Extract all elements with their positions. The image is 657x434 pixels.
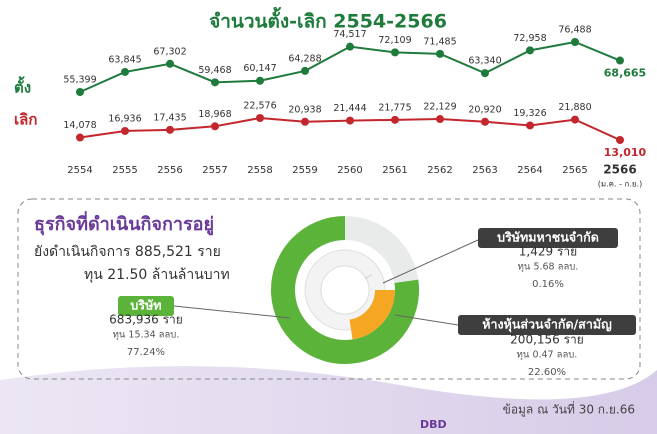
pie-title: ธุรกิจที่ดำเนินกิจการอยู่ xyxy=(34,211,214,236)
category-label: ห้างหุ้นส่วนจำกัด/สามัญ xyxy=(482,317,612,333)
point xyxy=(616,136,624,144)
x-tick-label: 2566 xyxy=(603,163,636,177)
point xyxy=(481,69,489,78)
value-label: 63,845 xyxy=(108,54,141,65)
connector xyxy=(394,314,459,326)
point xyxy=(166,59,174,68)
point xyxy=(301,66,309,75)
value-label: 19,326 xyxy=(513,108,546,119)
value-label: 21,775 xyxy=(378,102,411,113)
x-tick-label: 2554 xyxy=(67,165,92,176)
value-label: 74,517 xyxy=(333,29,366,40)
value-label: 60,147 xyxy=(243,63,276,74)
point xyxy=(436,49,444,58)
value-label: 76,488 xyxy=(558,25,591,36)
value-label: 0.16% xyxy=(532,279,564,290)
capital-label: ทุน 5.68 ลลบ. xyxy=(518,262,579,273)
value-label: 21,444 xyxy=(333,103,366,114)
x-tick-label: 2555 xyxy=(112,165,137,176)
value-label: 55,399 xyxy=(63,75,96,86)
point xyxy=(121,67,129,76)
value-label: 63,340 xyxy=(468,56,501,67)
count-label: 683,936 ราย xyxy=(109,313,183,327)
point xyxy=(211,122,219,131)
value-label: 68,665 xyxy=(604,67,646,80)
x-tick-label: 2565 xyxy=(562,165,587,176)
point xyxy=(616,56,624,65)
x-tick-label: 2562 xyxy=(427,165,452,176)
x-tick-label: 2558 xyxy=(247,165,272,176)
value-label: 67,302 xyxy=(153,46,186,57)
value-label: 17,435 xyxy=(153,112,186,123)
x-tick-label: 2559 xyxy=(292,165,317,176)
value-label: 77.24% xyxy=(127,347,165,358)
point xyxy=(256,114,264,122)
count-label: 200,156 ราย xyxy=(510,333,584,347)
value-label: 18,968 xyxy=(198,109,231,120)
value-label: 22,576 xyxy=(243,101,276,112)
value-label: 59,468 xyxy=(198,65,231,76)
point xyxy=(76,88,84,96)
x-tick-label: 2557 xyxy=(202,165,227,176)
value-label: 72,109 xyxy=(378,35,411,46)
value-label: 64,288 xyxy=(288,53,321,64)
x-tick-label: 2556 xyxy=(157,165,182,176)
value-label: 14,078 xyxy=(63,120,96,131)
footer-note: ข้อมูล ณ วันที่ 30 ก.ย.66 xyxy=(503,401,635,418)
value-label: 16,936 xyxy=(108,113,141,124)
point xyxy=(481,117,489,126)
value-label: 13,010 xyxy=(604,146,647,159)
count-label: 1,429 ราย xyxy=(519,245,577,259)
x-tick-label: 2564 xyxy=(517,165,542,176)
donut-arc xyxy=(348,289,395,340)
legend-label: เลิก xyxy=(14,111,37,129)
logo: DBD xyxy=(420,418,447,431)
point xyxy=(256,76,264,85)
panel xyxy=(17,198,641,380)
capital-label: ทุน 15.34 ลลบ. xyxy=(113,330,180,341)
x-tick-label: 2561 xyxy=(382,165,407,176)
value-label: 72,958 xyxy=(513,33,546,44)
x-note: (ม.ค. - ก.ย.) xyxy=(598,180,643,189)
point xyxy=(436,115,444,124)
point xyxy=(526,121,534,130)
pie-subtitle: ยังดำเนินกิจการ 885,521 ราย xyxy=(34,244,221,260)
connector xyxy=(382,239,479,284)
value-label: 22,129 xyxy=(423,102,456,113)
point xyxy=(346,42,354,51)
value-label: 71,485 xyxy=(423,36,456,47)
point xyxy=(571,115,579,124)
category-label: บริษัทมหาชนจำกัด xyxy=(497,230,599,245)
pie-subtitle: ทุน 21.50 ล้านล้านบาท xyxy=(84,267,230,283)
decor-wave xyxy=(0,366,657,434)
value-label: 20,920 xyxy=(468,104,501,115)
point xyxy=(571,38,579,46)
capital-label: ทุน 0.47 ลลบ. xyxy=(517,350,578,361)
value-label: 21,880 xyxy=(558,102,591,113)
label-box xyxy=(478,228,618,248)
point xyxy=(391,48,399,57)
chart-title: จำนวนตั้ง-เลิก 2554-2566 xyxy=(209,7,447,33)
point xyxy=(211,78,219,87)
legend-label: ตั้ง xyxy=(14,76,31,97)
label-box xyxy=(458,315,636,335)
x-tick-label: 2563 xyxy=(472,165,497,176)
donut-center xyxy=(320,265,370,315)
x-tick-label: 2560 xyxy=(337,165,362,176)
value-label: 20,938 xyxy=(288,104,321,115)
donut-arc xyxy=(271,216,419,364)
point xyxy=(346,116,354,125)
point xyxy=(76,133,84,142)
point xyxy=(391,115,399,124)
point xyxy=(121,126,129,135)
point xyxy=(301,117,309,126)
point xyxy=(526,46,534,55)
point xyxy=(166,125,174,134)
label-box xyxy=(118,296,174,316)
value-label: 22.60% xyxy=(528,367,566,378)
connector xyxy=(173,305,291,319)
category-label: บริษัท xyxy=(130,298,161,313)
